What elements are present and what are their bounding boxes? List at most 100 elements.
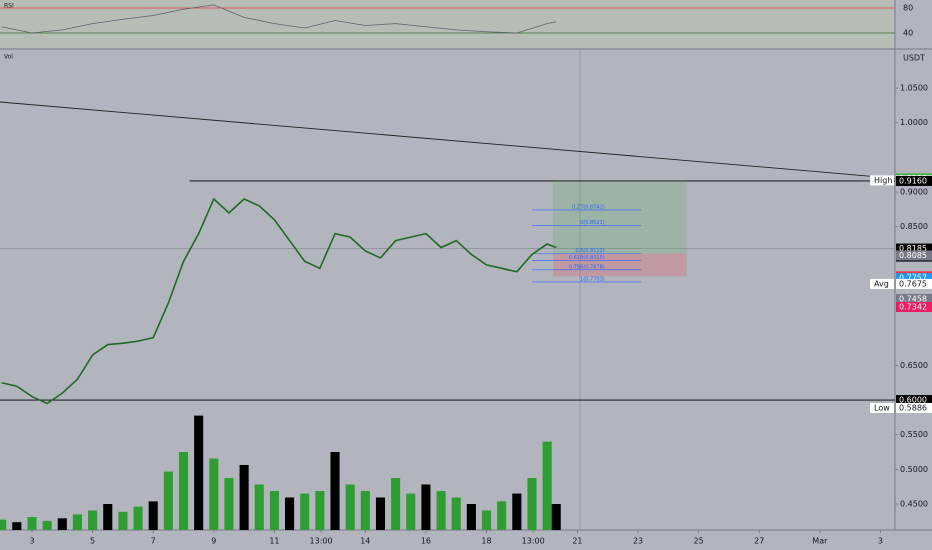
price-badge: 0.8085	[896, 250, 932, 261]
badge-label: 0.7757	[899, 274, 927, 283]
badge-label: 0.6000	[899, 396, 927, 405]
currency-label: USDT	[903, 54, 925, 63]
badge-box	[896, 250, 932, 261]
x-tick-label: 23	[633, 537, 643, 546]
badge-box	[896, 402, 932, 413]
volume-bar	[451, 497, 461, 530]
volume-bar	[12, 522, 22, 530]
volume-bar	[0, 519, 7, 530]
volume-bar	[57, 518, 67, 530]
price-badge: 0.9160	[896, 175, 932, 186]
volume-bar	[118, 511, 128, 530]
volume-bar	[133, 506, 143, 530]
price-badge: 0.7757	[896, 273, 932, 284]
volume-bar	[391, 478, 401, 530]
volume-bar	[360, 491, 370, 530]
volume-bar	[406, 493, 416, 530]
badge-name: Low	[874, 403, 890, 412]
x-tick-label: 18	[481, 537, 491, 546]
volume-bar	[269, 491, 279, 530]
x-tick-label: 14	[360, 537, 370, 546]
volume-bar	[163, 471, 173, 530]
volume-bar	[194, 415, 204, 530]
badge-label: 0.7342	[899, 303, 927, 312]
price-badge: 0.7458	[896, 293, 932, 304]
badge-label: 0.5886	[899, 403, 927, 412]
badge-name-box	[870, 402, 894, 413]
x-tick-label: 11	[269, 537, 279, 546]
volume-bar	[300, 493, 310, 530]
y-tick-label: 0.9000	[900, 188, 928, 197]
volume-bar	[466, 504, 476, 530]
x-tick-label: 9	[211, 537, 216, 546]
x-tick-label: 7	[151, 537, 156, 546]
trend-line	[0, 101, 896, 179]
fib-label: 0.618(0.8015)	[569, 255, 605, 261]
volume-bar	[42, 520, 52, 530]
y-tick-label: 0.5500	[900, 430, 928, 439]
badge-label: 0.9160	[899, 176, 927, 185]
volume-bar	[542, 441, 552, 530]
rsi-tick-label: 80	[903, 4, 913, 13]
badge-box	[896, 278, 932, 289]
volume-bar	[178, 452, 189, 530]
rsi-pane	[0, 0, 895, 48]
badge-name: Avg	[874, 279, 889, 288]
volume-bar	[285, 497, 295, 530]
volume-bar	[375, 497, 386, 530]
badge-box	[896, 175, 932, 186]
badge-box	[896, 273, 932, 284]
volume-bar	[27, 517, 37, 530]
volume-bar	[88, 510, 98, 530]
fib-label: 0(0.8521)	[580, 220, 605, 226]
volume-bar	[497, 501, 507, 530]
volume-bar	[315, 491, 325, 530]
volume-bar	[527, 478, 537, 530]
volume-bar	[421, 484, 431, 530]
fib-label: 0.27(0.8742)	[572, 204, 605, 210]
price-line-series	[1, 197, 557, 405]
fib-label: 1(0.7703)	[580, 276, 605, 282]
y-tick-label: 0.4500	[900, 500, 928, 509]
volume-bar	[551, 504, 561, 530]
x-tick-label: 25	[694, 537, 704, 546]
badge-label: 0.8085	[899, 251, 927, 260]
badge-label: 0.7458	[899, 294, 927, 303]
volume-bar	[254, 484, 264, 530]
price-badge: Low 0.5886	[870, 402, 932, 413]
rsi-tick-label: 40	[903, 29, 913, 38]
y-tick-label: 0.6500	[900, 361, 928, 370]
price-badge: Avg 0.7675	[870, 278, 932, 289]
volume-bar	[512, 493, 522, 530]
x-tick-label: 13:00	[310, 537, 333, 546]
y-tick-label: 0.8500	[900, 222, 928, 231]
badge-box	[896, 302, 932, 313]
profit-zone	[553, 180, 687, 254]
vol-label: Vol	[4, 54, 13, 61]
volume-bar	[209, 458, 219, 530]
badge-name: High	[874, 176, 892, 185]
badge-box	[896, 293, 932, 304]
x-tick-label: 16	[421, 537, 431, 546]
y-tick-label: 0.5000	[900, 465, 928, 474]
x-tick-label: 27	[754, 537, 764, 546]
volume-bar	[103, 504, 113, 530]
badge-label: 0.7675	[899, 279, 927, 288]
price-badge: 0.7342	[896, 302, 932, 313]
price-badge: 0.6000	[896, 395, 932, 406]
volume-bar	[148, 501, 158, 530]
fib-label: 0.5(0.8112)	[575, 248, 604, 254]
badge-label: 0.8185	[899, 244, 927, 253]
loss-zone	[553, 253, 687, 277]
volume-bar	[239, 465, 249, 530]
volume-bar	[345, 484, 355, 530]
rsi-label: RSI	[4, 3, 14, 10]
x-tick-label: 3	[29, 537, 34, 546]
x-tick-label: 13:00	[522, 537, 545, 546]
y-tick-label: 1.0500	[900, 84, 928, 93]
badge-box	[896, 395, 932, 406]
volume-bar	[436, 491, 446, 530]
x-tick-label: 3	[878, 537, 883, 546]
